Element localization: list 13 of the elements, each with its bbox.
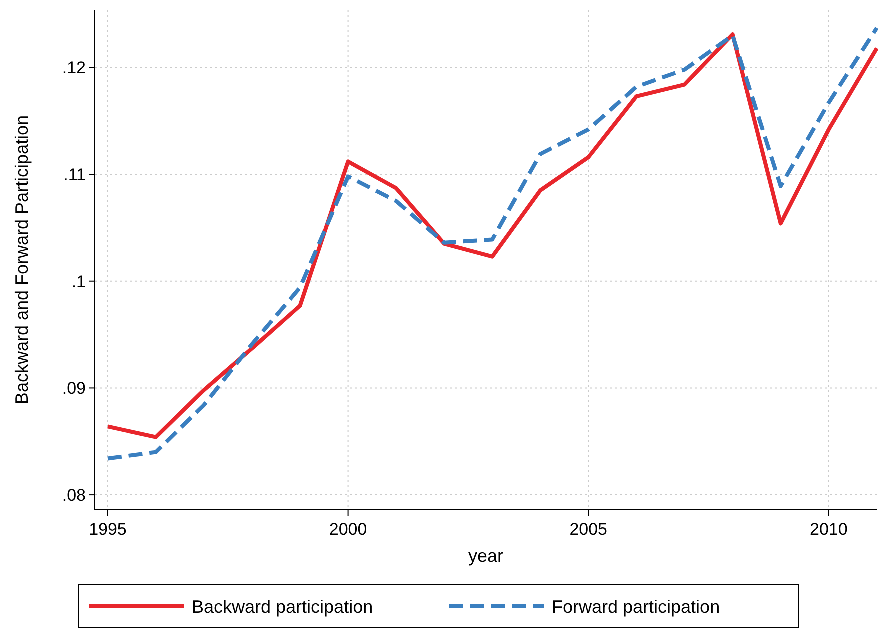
y-axis-title: Backward and Forward Participation [12,115,32,405]
x-axis-title: year [468,546,504,566]
x-tick-label: 2000 [329,520,368,539]
y-tick-label: .12 [62,58,86,78]
y-tick-label: .11 [64,165,86,184]
legend-label: Backward participation [192,596,374,617]
x-tick-label: 2010 [810,520,848,539]
x-tick-label: 1995 [89,520,127,539]
x-tick-label: 2005 [570,520,608,539]
y-tick-label: .09 [62,379,86,398]
y-tick-label: .1 [72,272,86,292]
legend-label: Forward participation [552,596,720,617]
y-tick-label: .08 [62,486,86,505]
